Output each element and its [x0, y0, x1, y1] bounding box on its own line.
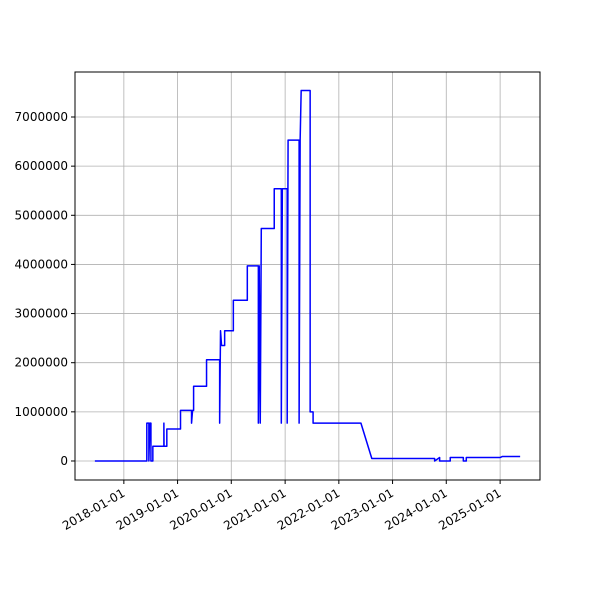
grid: [75, 72, 540, 480]
y-tick-label: 2000000: [15, 356, 68, 370]
y-tick-label: 0: [60, 454, 68, 468]
y-tick-label: 5000000: [15, 208, 68, 222]
y-tick-label: 6000000: [15, 159, 68, 173]
plot: [94, 89, 521, 462]
y-tick-label: 7000000: [15, 110, 68, 124]
axes-frame: [74, 71, 541, 481]
y-tick-label: 3000000: [15, 307, 68, 321]
y-tick-label: 1000000: [15, 405, 68, 419]
y-tick-label: 4000000: [15, 257, 68, 271]
data-line: [94, 89, 521, 462]
